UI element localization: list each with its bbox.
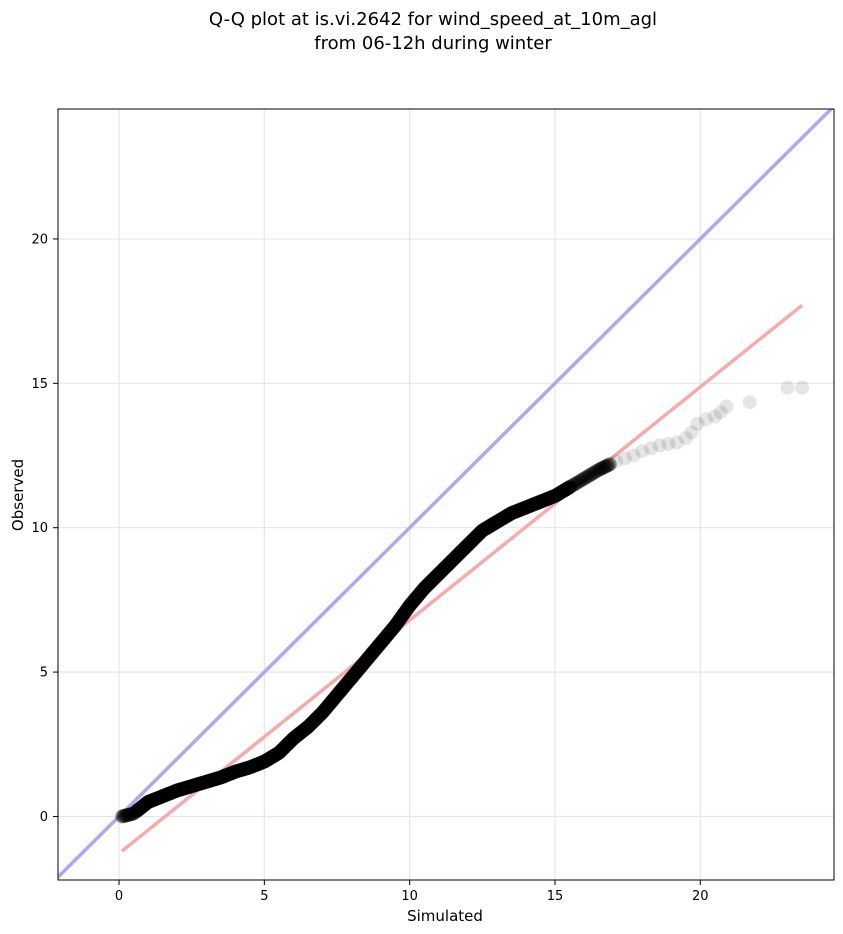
- reference-lines: [58, 109, 834, 879]
- qq-point: [568, 476, 583, 491]
- qq-point: [115, 809, 130, 824]
- qq-tail-point: [670, 435, 685, 450]
- qq-point: [563, 479, 578, 494]
- qq-point: [598, 459, 613, 474]
- identity-line: [58, 109, 834, 879]
- qq-point: [594, 461, 609, 476]
- qq-tail-point: [643, 441, 658, 456]
- qq-point: [567, 477, 582, 492]
- qq-tail-point: [707, 409, 722, 424]
- qq-point: [578, 470, 593, 485]
- y-tick-label: 15: [31, 377, 48, 392]
- qq-point: [117, 808, 132, 823]
- y-tick-label: 10: [31, 521, 48, 536]
- qq-point: [602, 457, 617, 472]
- qq-tail-point: [684, 425, 699, 440]
- y-tick-label: 20: [31, 232, 48, 247]
- qq-tail-point: [742, 395, 757, 410]
- qq-point: [599, 458, 614, 473]
- x-tick-label: 15: [547, 889, 564, 904]
- data-points: [114, 380, 810, 824]
- qq-tail-point: [609, 454, 624, 469]
- x-axis-ticks: 0 5 10 15 20: [115, 880, 709, 904]
- chart-title: Q-Q plot at is.vi.2642 for wind_speed_at…: [209, 9, 657, 30]
- qq-point: [590, 463, 605, 478]
- x-tick-label: 10: [401, 889, 418, 904]
- qq-tail-point: [635, 444, 650, 459]
- qq-point: [564, 479, 579, 494]
- x-axis-label: Simulated: [407, 907, 483, 925]
- y-axis-label: Observed: [9, 459, 27, 531]
- qq-point: [119, 808, 134, 823]
- qq-point: [118, 808, 133, 823]
- qq-point: [591, 462, 606, 477]
- qq-point: [599, 459, 614, 474]
- chart-subtitle: from 06-12h during winter: [314, 33, 552, 54]
- qq-point: [601, 458, 616, 473]
- qq-tail-point: [795, 380, 810, 395]
- qq-point: [571, 474, 586, 489]
- qq-point: [584, 467, 599, 482]
- qq-tail-point: [617, 451, 632, 466]
- qq-point: [595, 460, 610, 475]
- y-axis-ticks: 0 5 10 15 20: [31, 232, 58, 825]
- qq-point: [116, 809, 131, 824]
- qq-tail-point: [678, 431, 693, 446]
- qq-point: [573, 473, 588, 488]
- qq-point: [593, 462, 608, 477]
- x-tick-label: 0: [115, 889, 123, 904]
- qq-tail-point: [713, 405, 728, 420]
- qq-tail-point: [780, 380, 795, 395]
- qq-point: [565, 478, 580, 493]
- qq-point: [114, 809, 129, 824]
- qq-point: [574, 472, 589, 487]
- qq-point: [566, 477, 581, 492]
- qq-point: [580, 469, 595, 484]
- qq-point: [576, 472, 591, 487]
- qq-point: [581, 469, 596, 484]
- qq-point: [570, 475, 585, 490]
- qq-point: [577, 471, 592, 486]
- plot-frame: [57, 108, 835, 881]
- qq-tail-point: [719, 399, 734, 414]
- y-tick-label: 5: [40, 666, 48, 681]
- y-tick-label: 0: [40, 810, 48, 825]
- qq-tail-point: [652, 438, 667, 453]
- qq-point: [589, 464, 604, 479]
- fit-line: [120, 303, 804, 853]
- qq-point: [596, 460, 611, 475]
- grid-lines: [58, 109, 834, 880]
- qq-point: [569, 475, 584, 490]
- qq-point: [583, 467, 598, 482]
- qq-point: [579, 470, 594, 485]
- qq-tail-point: [626, 448, 641, 463]
- qq-point: [597, 460, 612, 475]
- qq-point: [603, 457, 618, 472]
- qq-point: [582, 468, 597, 483]
- qq-tail-point: [699, 412, 714, 427]
- qq-point: [572, 474, 587, 489]
- qq-point: [600, 458, 615, 473]
- qq-point: [592, 462, 607, 477]
- x-tick-label: 20: [692, 889, 709, 904]
- qq-point: [586, 466, 601, 481]
- qq-point: [562, 480, 577, 495]
- qq-point: [587, 465, 602, 480]
- qq-point: [588, 464, 603, 479]
- qq-tail-point: [690, 416, 705, 431]
- qq-tail-point: [661, 436, 676, 451]
- qq-point: [594, 461, 609, 476]
- qq-point: [585, 466, 600, 481]
- x-tick-label: 5: [260, 889, 268, 904]
